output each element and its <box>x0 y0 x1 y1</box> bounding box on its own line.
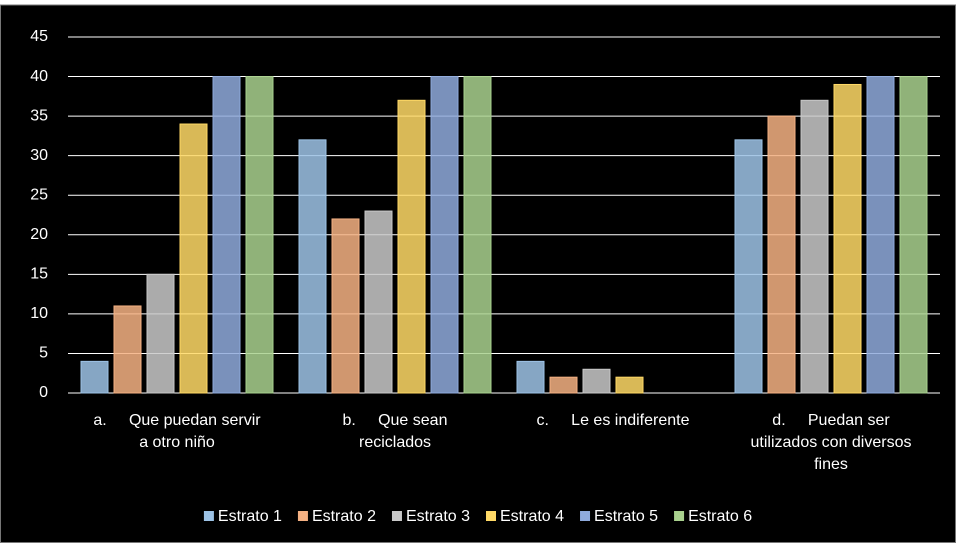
bar <box>866 76 895 394</box>
x-tick-line: fines <box>814 456 848 473</box>
x-tick-line: reciclados <box>359 434 431 451</box>
bar <box>899 76 928 394</box>
y-tick-label: 15 <box>30 266 48 283</box>
legend-label: Estrato 3 <box>406 508 470 525</box>
x-tick-line: d. Puedan ser <box>772 412 890 429</box>
legend-label: Estrato 6 <box>688 508 752 525</box>
legend-swatch <box>297 511 308 521</box>
x-tick-line: b. Que sean <box>343 412 448 429</box>
bar <box>615 376 644 394</box>
legend-swatch <box>674 511 685 521</box>
y-tick-label: 35 <box>30 107 48 124</box>
bar <box>298 139 327 394</box>
y-tick-label: 20 <box>30 226 48 243</box>
y-tick-label: 30 <box>30 147 48 164</box>
y-tick-label: 5 <box>39 345 48 362</box>
bar <box>463 76 492 394</box>
y-tick-label: 0 <box>39 384 48 401</box>
bar <box>516 360 545 394</box>
legend-label: Estrato 2 <box>312 508 376 525</box>
bar <box>80 360 109 394</box>
bar <box>800 99 829 394</box>
bar <box>397 99 426 394</box>
legend-label: Estrato 1 <box>218 508 282 525</box>
x-tick-line: utilizados con diversos <box>751 434 912 451</box>
y-tick-label: 25 <box>30 186 48 203</box>
x-tick-line: a otro niño <box>139 434 215 451</box>
bar <box>245 76 274 394</box>
bar <box>179 123 208 394</box>
x-tick-line: c. Le es indiferente <box>537 412 690 429</box>
legend-swatch <box>486 511 496 521</box>
bar <box>146 273 175 394</box>
x-tick-label: d. Puedan ser utilizados con diversos fine… <box>751 412 912 473</box>
bar <box>212 76 241 394</box>
bar <box>364 210 393 394</box>
legend-swatch <box>203 511 214 521</box>
bar <box>734 139 763 394</box>
x-tick-label: a. Que puedan servir a otro niño <box>93 412 261 451</box>
bar <box>113 305 142 394</box>
x-tick-label: b. Que sean reciclados <box>343 412 448 451</box>
legend-swatch <box>580 511 591 521</box>
y-tick-label: 45 <box>30 28 48 45</box>
legend-label: Estrato 5 <box>594 508 658 525</box>
x-tick-line: a. Que puedan servir <box>93 412 261 429</box>
x-tick-label: c. Le es indiferente <box>537 412 690 429</box>
legend-swatch <box>391 511 402 521</box>
legend-label: Estrato 4 <box>500 508 564 525</box>
bar <box>833 83 862 394</box>
bar <box>767 115 796 394</box>
bar <box>430 76 459 394</box>
y-tick-label: 10 <box>30 305 48 322</box>
y-tick-label: 40 <box>30 68 48 85</box>
top-strip <box>0 0 956 5</box>
bar <box>549 376 578 394</box>
bar <box>331 218 360 394</box>
legend: Estrato 1 Estrato 2 Estrato 3 Estrato 4 Estr… <box>203 508 752 525</box>
bar <box>582 368 611 394</box>
